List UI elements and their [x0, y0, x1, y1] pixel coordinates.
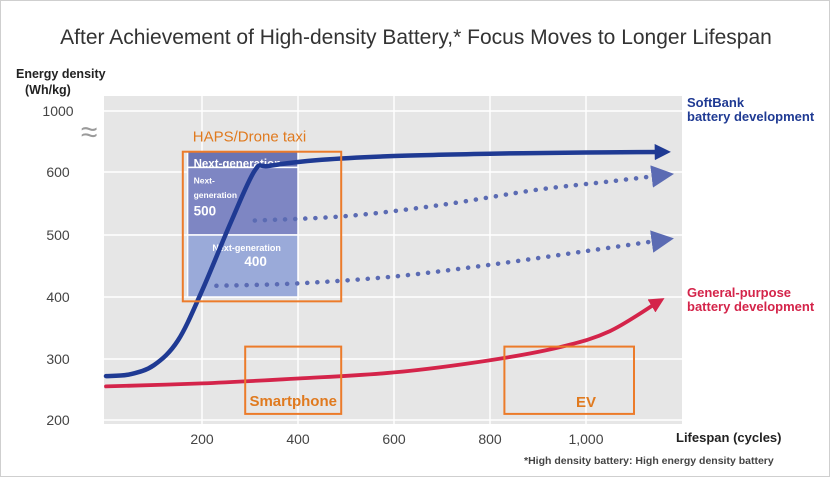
series-line — [103, 143, 671, 379]
stack-block-label: Next-generation — [212, 243, 281, 253]
axis-break-mark: ≈ — [81, 116, 97, 149]
next-generation-stack: Next-generationto 1000Next-generation500… — [186, 150, 299, 298]
axis-ticks: 200 400 600 800 1,000 200 300 400 500 600 1000 — [42, 103, 603, 447]
y-axis-label: Energy density — [16, 67, 106, 81]
stack-block-label: 400 — [244, 254, 267, 269]
series-name-label: SoftBank battery development — [687, 95, 815, 124]
x-tick-label: 400 — [286, 431, 310, 447]
x-tick-label: 800 — [478, 431, 502, 447]
box-outline — [181, 150, 343, 303]
series-line — [104, 298, 665, 389]
stack-block — [186, 166, 299, 236]
x-axis-label: Lifespan (cycles) — [676, 430, 782, 445]
box-label: EV — [576, 394, 596, 411]
x-tick-label: 200 — [190, 431, 214, 447]
footnote: *High density battery: High energy densi… — [524, 455, 774, 467]
x-tick-label: 600 — [382, 431, 406, 447]
box-label: HAPS/Drone taxi — [193, 129, 306, 146]
stack-block-label: generation — [194, 190, 237, 200]
y-tick-label: 400 — [46, 289, 70, 305]
series-name-label: General-purpose battery development — [687, 285, 815, 314]
box-outline — [244, 345, 343, 415]
series-line — [214, 230, 674, 289]
series-lines — [103, 143, 674, 389]
box-label: Smartphone — [249, 393, 337, 410]
y-tick-label: 500 — [46, 227, 70, 243]
stack-block-label: Next- — [194, 175, 215, 185]
application-boxes: HAPS/Drone taxi Smartphone EV — [181, 129, 635, 415]
y-axis-unit: (Wh/kg) — [25, 83, 71, 97]
y-tick-label: 200 — [46, 412, 70, 428]
series-labels: SoftBank battery development General-purpo… — [687, 95, 815, 314]
y-tick-label: 1000 — [42, 103, 73, 119]
y-tick-label: 300 — [46, 351, 70, 367]
y-tick-label: 600 — [46, 164, 70, 180]
series-line — [252, 165, 674, 223]
box-outline — [503, 345, 635, 415]
chart-title: After Achievement of High-density Batter… — [60, 26, 772, 49]
x-tick-label: 1,000 — [568, 431, 603, 447]
stack-block-label: 500 — [194, 203, 217, 218]
